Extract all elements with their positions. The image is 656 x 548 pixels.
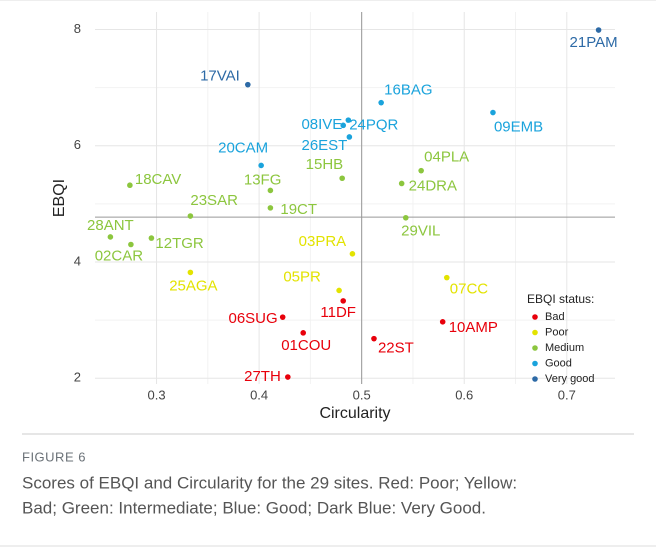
point-label: 24PQR [349,116,398,133]
point [128,241,134,248]
point-label: 19CT [280,201,317,218]
point [595,27,602,33]
y-tick-label: 8 [74,21,81,36]
point-label: 11DF [320,304,356,321]
point-label: 09EMB [494,119,543,136]
point [339,175,345,182]
point-label: 10AMP [449,319,498,336]
point-label: 21PAM [570,34,618,51]
point [148,235,155,241]
y-tick-label: 2 [74,370,81,385]
legend-swatch [532,345,538,351]
point-label: 22ST [378,340,414,357]
point-label: 02CAR [95,247,144,264]
y-axis-title: EBQI [51,179,68,217]
point-label: 06SUG [228,310,277,327]
y-tick-label: 4 [74,253,81,268]
y-tick-label: 6 [74,137,81,152]
point [245,81,251,88]
point-label: 27TH [244,368,281,385]
point [267,187,274,194]
point [340,122,347,129]
figure-label: FIGURE 6 [22,449,86,464]
point-label: 25AGA [169,277,217,294]
legend-swatch [532,376,538,382]
legend-swatch [532,360,538,367]
point [418,167,424,174]
point [345,117,352,123]
point [127,182,133,189]
legend-title: EBQI status: [527,292,594,306]
point-label: 26EST [301,137,347,154]
point [346,134,353,140]
point [371,335,377,342]
x-axis-title: Circularity [319,405,390,422]
point-label: 28ANT [87,217,134,234]
point [378,99,384,106]
point [439,319,446,325]
legend-label: Medium [545,342,584,354]
point [398,180,405,187]
legend-swatch [532,314,538,320]
caption-line: Bad; Green: Intermediate; Blue: Good; Da… [22,498,486,517]
x-tick-label: 0.5 [353,387,371,402]
point-label: 24DRA [409,177,457,194]
legend-label: Poor [545,326,569,338]
point-label: 13FG [244,171,282,188]
legend-label: Bad [545,311,565,323]
x-tick-label: 0.3 [147,387,165,402]
point-label: 05PR [283,268,321,285]
point-label: 29VIL [401,223,440,240]
legend-label: Good [545,357,572,369]
point-label: 03PRA [299,233,347,250]
point [300,330,307,336]
point-label: 01COU [281,337,331,354]
point-label: 16BAG [384,82,432,99]
point-label: 17VAI [200,68,240,85]
x-tick-label: 0.4 [250,387,268,402]
point-label: 07CC [450,281,489,298]
legend-label: Very good [545,373,595,385]
point-label: 20CAM [218,139,268,156]
point [258,162,264,169]
point-label: 23SAR [190,192,238,209]
point [402,214,409,221]
point [107,234,114,240]
point [279,314,286,320]
point-label: 04PLA [424,149,469,166]
caption-line: Scores of EBQI and Circularity for the 2… [22,473,517,492]
point-label: 08IVE [301,116,342,133]
point-label: 15HB [306,156,344,173]
point-label: 12TGR [155,235,204,252]
point [340,298,347,304]
legend-swatch [532,329,538,336]
point-label: 18CAV [135,171,181,188]
point [267,205,274,211]
point [285,374,291,380]
point [349,251,356,257]
point [187,269,194,276]
point [336,287,342,294]
point [443,274,450,281]
x-tick-label: 0.7 [558,387,576,402]
x-tick-label: 0.6 [455,387,473,402]
point [187,213,194,219]
point [490,109,496,116]
